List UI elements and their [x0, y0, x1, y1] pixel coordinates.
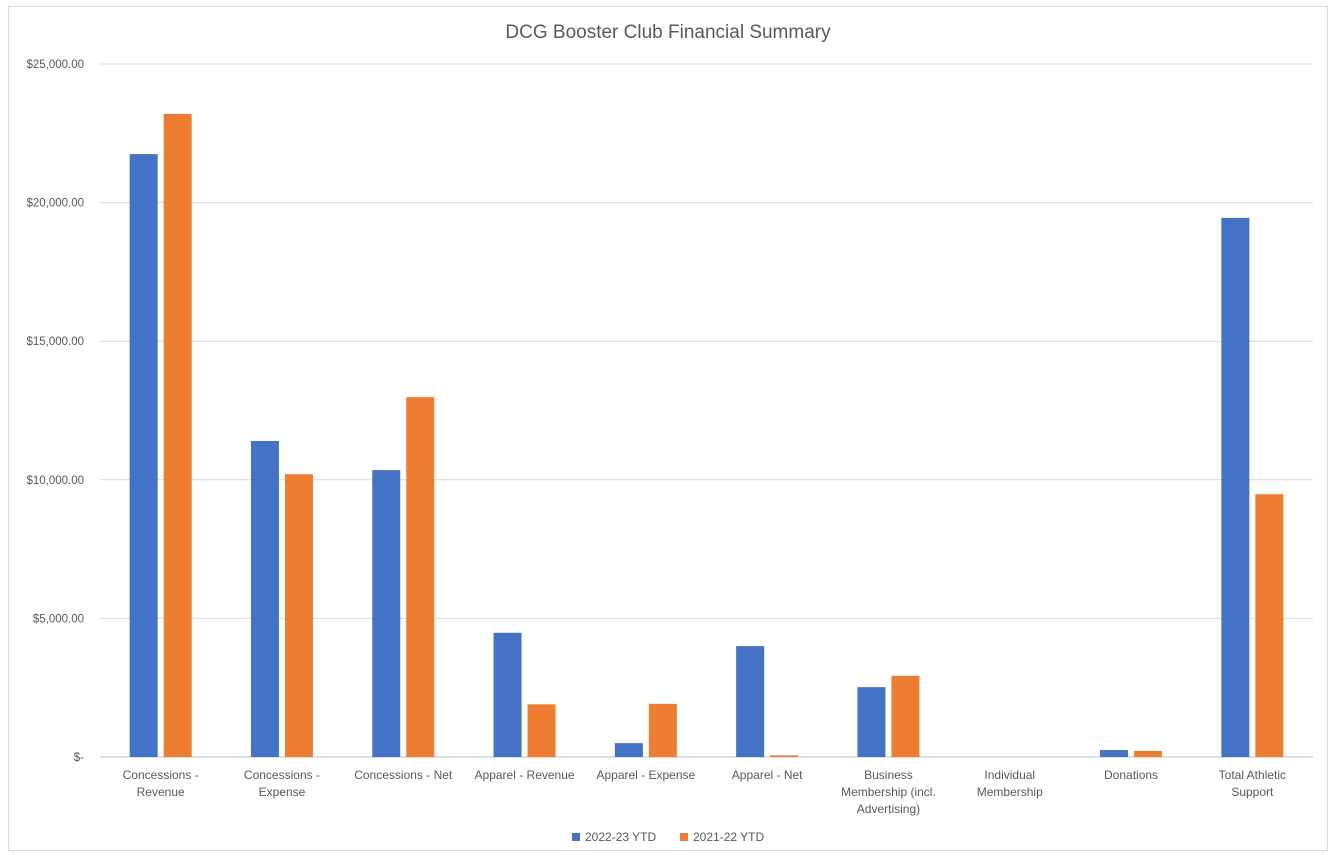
x-category-label-line: Expense: [259, 785, 306, 799]
bar: [1100, 750, 1129, 757]
x-category-label-line: Advertising): [857, 802, 920, 816]
x-category-label: Concessions - Expense: [244, 768, 320, 799]
x-category-label: Concessions - Revenue: [123, 768, 199, 799]
x-category-label: Apparel - Revenue: [475, 768, 575, 782]
legend-label: 2021-22 YTD: [693, 830, 764, 844]
x-category-label: Apparel - Expense: [596, 768, 695, 782]
x-category-label-line: Concessions -: [244, 768, 320, 782]
bars: [129, 113, 1284, 758]
bar: [493, 632, 522, 757]
y-axis-tick-labels: $- $5,000.00 $10,000.00 $15,000.00 $20,000.0…: [26, 59, 84, 764]
series-2021-22 YTD: [163, 113, 1284, 757]
y-tick-label: $25,000.00: [26, 59, 84, 71]
bar: [891, 675, 920, 757]
bar: [857, 687, 886, 757]
series-2022-23 YTD: [129, 154, 1250, 758]
bar: [250, 440, 279, 757]
x-category-label-line: Membership (incl.: [841, 785, 936, 799]
x-category-label: Business Membership (incl. Advertising): [841, 768, 936, 816]
x-category-label: Individual Membership: [977, 768, 1043, 799]
chart-title: DCG Booster Club Financial Summary: [505, 22, 831, 43]
y-tick-label: $15,000.00: [26, 336, 84, 348]
bar: [1255, 494, 1284, 757]
y-tick-label: $5,000.00: [33, 613, 84, 625]
bar: [527, 704, 556, 757]
bar: [614, 743, 643, 757]
x-category-label-line: Apparel - Expense: [596, 768, 695, 782]
x-category-label-line: Total Athletic: [1219, 768, 1286, 782]
x-category-label-line: Business: [864, 768, 913, 782]
bar: [1134, 750, 1163, 757]
y-tick-label: $-: [74, 752, 84, 764]
x-category-label: Concessions - Net: [354, 768, 453, 782]
x-category-label-line: Apparel - Net: [732, 768, 803, 782]
bar: [736, 646, 765, 757]
legend-item: 2022-23 YTD: [572, 830, 656, 844]
bar: [372, 470, 401, 757]
bar: [770, 755, 799, 757]
legend-item: 2021-22 YTD: [680, 830, 764, 844]
y-tick-label: $10,000.00: [26, 475, 84, 487]
x-category-label-line: Support: [1231, 785, 1274, 799]
x-axis-category-labels: Concessions - Revenue Concessions - Expense…: [123, 768, 1286, 816]
legend: 2022-23 YTD 2021-22 YTD: [572, 830, 764, 844]
legend-swatch: [572, 833, 580, 841]
x-category-label-line: Individual: [984, 768, 1035, 782]
y-tick-label: $20,000.00: [26, 198, 84, 210]
x-category-label: Apparel - Net: [732, 768, 803, 782]
x-category-label: Donations: [1104, 768, 1158, 782]
legend-swatch: [680, 833, 688, 841]
x-category-label-line: Apparel - Revenue: [475, 768, 575, 782]
bar: [163, 113, 192, 757]
legend-label: 2022-23 YTD: [585, 830, 656, 844]
bar: [129, 154, 158, 758]
bar: [406, 397, 435, 757]
bar: [1221, 217, 1250, 757]
x-category-label-line: Membership: [977, 785, 1043, 799]
bar: [284, 474, 313, 757]
x-category-label: Total Athletic Support: [1219, 768, 1286, 799]
grid-lines: [100, 63, 1313, 758]
x-category-label-line: Concessions - Net: [354, 768, 453, 782]
x-category-label-line: Concessions -: [123, 768, 199, 782]
x-category-label-line: Revenue: [137, 785, 185, 799]
bar: [648, 703, 677, 757]
x-category-label-line: Donations: [1104, 768, 1158, 782]
